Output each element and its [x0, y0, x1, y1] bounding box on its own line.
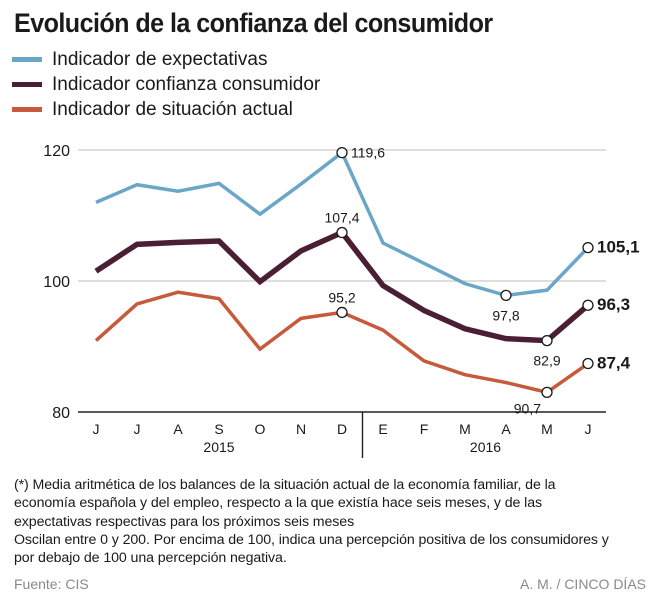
legend-item-situacion: Indicador de situación actual: [12, 97, 320, 122]
y-tick-label-120: 120: [43, 143, 70, 160]
source: Fuente: CIS: [14, 576, 89, 592]
data-point-marker-expectativas: [500, 289, 512, 302]
line-chart: 80 100 120 J J A S O N D E F M A M J 2015 2016 119,6 97,8 10…: [43, 143, 640, 458]
x-tick-label: S: [214, 421, 223, 437]
legend-label-confianza: Indicador confianza consumidor: [52, 73, 321, 95]
legend-swatch-situacion: [12, 107, 42, 112]
x-tick-label: J: [585, 421, 592, 437]
legend: Indicador de expectativas Indicador conf…: [12, 47, 320, 122]
credit: A. M. / CINCO DÍAS: [519, 576, 646, 592]
chart-title: Evolución de la confianza del consumidor: [14, 8, 493, 38]
legend-swatch-expectativas: [12, 57, 42, 62]
data-label-expectativas: 119,6: [351, 145, 385, 161]
data-label-expectativas: 97,8: [492, 307, 519, 323]
footnote-range: Oscilan entre 0 y 200. Por encima de 100…: [14, 531, 609, 567]
x-tick-label: M: [459, 421, 471, 437]
year-label-2015: 2015: [203, 439, 234, 455]
data-label-situacion: 87,4: [597, 354, 631, 373]
legend-label-expectativas: Indicador de expectativas: [52, 48, 268, 70]
legend-item-confianza: Indicador confianza consumidor: [12, 72, 320, 97]
data-label-confianza: 107,4: [324, 210, 359, 226]
data-point-marker-confianza: [582, 299, 594, 311]
data-point-marker-situacion: [336, 306, 348, 319]
y-tick-label-100: 100: [43, 274, 70, 291]
footnote-definition: (*) Media aritmética de los balances de …: [14, 477, 556, 530]
data-point-marker-confianza: [336, 226, 348, 239]
x-tick-label: O: [255, 421, 266, 437]
legend-swatch-confianza: [12, 82, 42, 87]
year-label-2016: 2016: [470, 439, 501, 455]
legend-label-situacion: Indicador de situación actual: [52, 98, 293, 120]
data-label-confianza: 82,9: [533, 353, 560, 369]
data-label-situacion: 95,2: [328, 289, 355, 305]
x-tick-label: A: [173, 421, 183, 437]
data-point-marker-expectativas: [582, 241, 594, 254]
data-point-marker-confianza: [541, 334, 553, 347]
data-point-marker-situacion: [582, 357, 594, 370]
legend-item-expectativas: Indicador de expectativas: [12, 47, 320, 72]
data-point-marker-expectativas: [336, 146, 348, 159]
x-tick-label: M: [541, 421, 553, 437]
x-tick-label: J: [134, 421, 141, 437]
x-tick-label: J: [93, 421, 100, 437]
data-label-situacion: 90,7: [514, 400, 541, 416]
data-label-confianza: 96,3: [597, 295, 630, 314]
y-tick-label-80: 80: [52, 405, 70, 422]
data-point-marker-situacion: [541, 386, 553, 399]
x-tick-label: E: [378, 421, 387, 437]
x-tick-label: F: [420, 421, 429, 437]
x-tick-label: D: [337, 421, 347, 437]
x-tick-label: A: [501, 421, 511, 437]
data-label-expectativas: 105,1: [597, 238, 640, 257]
footnote: (*) Media aritmética de los balances de …: [14, 476, 614, 567]
series-line-confianza: [94, 229, 590, 344]
x-tick-label: N: [296, 421, 306, 437]
